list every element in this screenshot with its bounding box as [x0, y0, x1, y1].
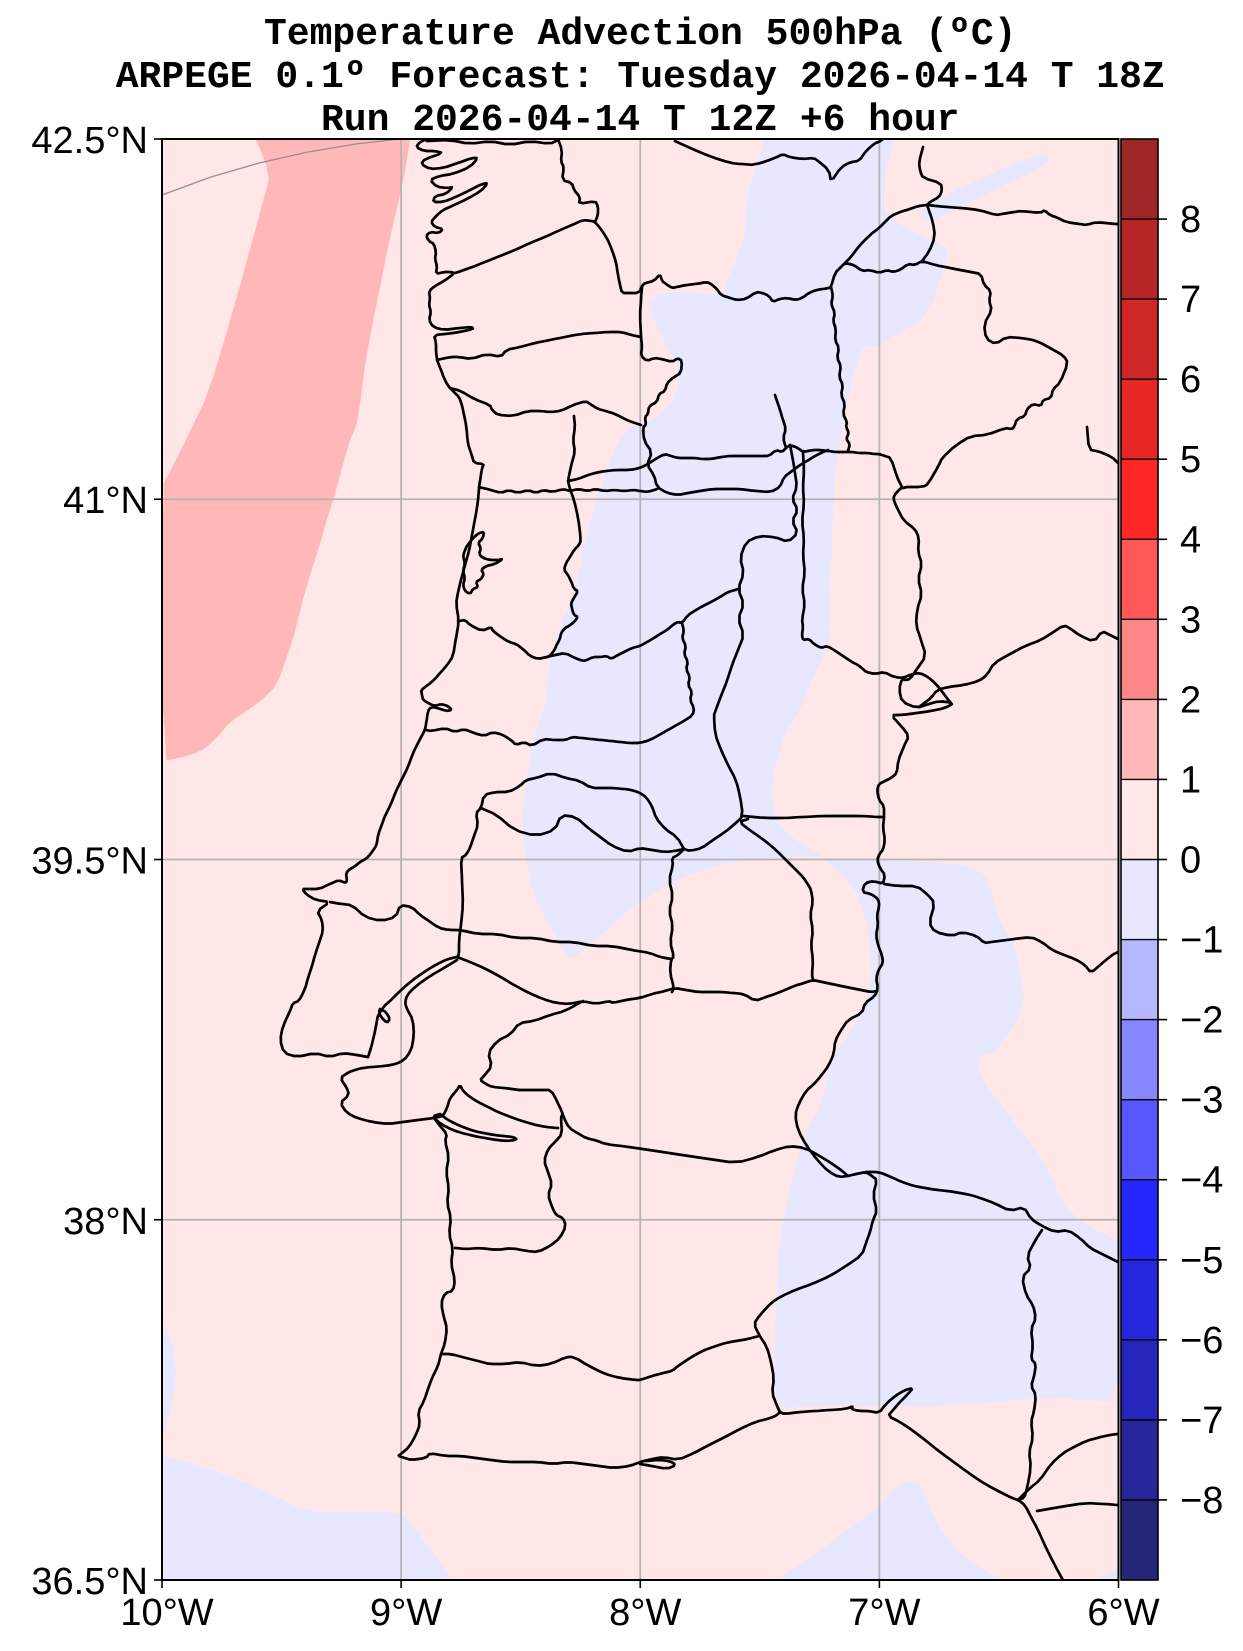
- svg-text:38°N: 38°N: [63, 1201, 148, 1243]
- svg-text:9°W: 9°W: [370, 1592, 442, 1634]
- svg-text:8°W: 8°W: [609, 1592, 681, 1634]
- svg-text:−3: −3: [1180, 1080, 1223, 1122]
- svg-text:0: 0: [1180, 840, 1201, 882]
- svg-text:7: 7: [1180, 279, 1201, 321]
- svg-text:−2: −2: [1180, 1000, 1223, 1042]
- svg-text:ARPEGE 0.1º Forecast: Tuesday: ARPEGE 0.1º Forecast: Tuesday 2026-04-14…: [116, 56, 1165, 99]
- svg-text:36.5°N: 36.5°N: [31, 1561, 148, 1603]
- svg-text:−6: −6: [1180, 1320, 1223, 1362]
- svg-text:−5: −5: [1180, 1240, 1223, 1282]
- svg-text:−4: −4: [1180, 1160, 1223, 1202]
- svg-text:10°W: 10°W: [120, 1592, 213, 1634]
- svg-text:Run 2026-04-14 T 12Z +6 hour: Run 2026-04-14 T 12Z +6 hour: [321, 99, 960, 142]
- svg-text:8: 8: [1180, 199, 1201, 241]
- svg-text:4: 4: [1180, 519, 1201, 561]
- svg-text:39.5°N: 39.5°N: [31, 841, 148, 883]
- svg-text:5: 5: [1180, 439, 1201, 481]
- svg-text:6: 6: [1180, 359, 1201, 401]
- svg-text:Temperature Advection 500hPa: Temperature Advection 500hPa (ºC): [264, 13, 1017, 56]
- svg-text:41°N: 41°N: [63, 480, 148, 522]
- svg-text:6°W: 6°W: [1087, 1592, 1159, 1634]
- svg-text:7°W: 7°W: [848, 1592, 920, 1634]
- svg-text:−8: −8: [1180, 1480, 1223, 1522]
- svg-text:−7: −7: [1180, 1400, 1223, 1442]
- svg-text:−1: −1: [1180, 920, 1223, 962]
- svg-text:1: 1: [1180, 759, 1201, 801]
- svg-text:3: 3: [1180, 599, 1201, 641]
- svg-text:42.5°N: 42.5°N: [31, 120, 148, 162]
- svg-text:2: 2: [1180, 679, 1201, 721]
